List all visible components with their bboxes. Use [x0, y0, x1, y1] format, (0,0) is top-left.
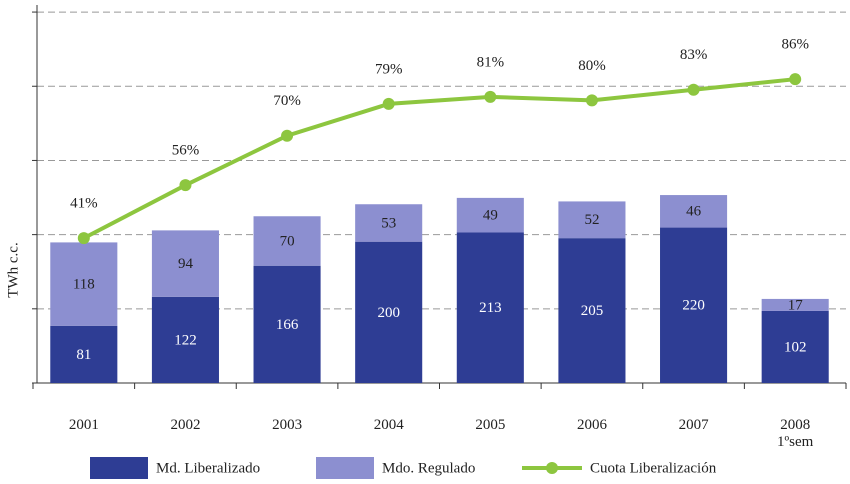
bar-label: 200	[377, 305, 400, 321]
bar-label: 213	[479, 300, 502, 316]
legend-label: Mdo. Regulado	[382, 460, 475, 476]
bar-label: 94	[178, 256, 194, 272]
bar-segment	[151, 296, 219, 383]
line-label: 70%	[273, 93, 301, 109]
bar-label: 53	[381, 215, 396, 231]
bar-label: 118	[73, 277, 95, 293]
x-tick-label-line: 2004	[374, 417, 405, 433]
x-tick-label-line: 2002	[170, 417, 200, 433]
bar-label: 205	[581, 303, 604, 319]
bar-segment	[761, 310, 829, 383]
line-point	[789, 73, 802, 86]
bar-segment	[456, 197, 524, 233]
bar-segment	[558, 201, 626, 239]
x-tick-label: 2004	[374, 417, 405, 433]
line-label: 56%	[172, 143, 200, 159]
x-tick-label-line: 1ºsem	[777, 434, 814, 450]
line-point	[179, 179, 192, 192]
bar-segment	[151, 230, 219, 297]
line-label: 81%	[477, 54, 505, 70]
bar-segment	[456, 232, 524, 383]
bar-label: 166	[276, 317, 299, 333]
x-tick-label-line: 2005	[475, 417, 505, 433]
x-tick-label-line: 2006	[577, 417, 608, 433]
line-point	[382, 97, 395, 110]
bar-label: 102	[784, 339, 807, 355]
y-axis-label: TWh c.c.	[5, 242, 21, 297]
legend-dot	[546, 462, 558, 474]
line-point	[585, 94, 598, 107]
bar-segment	[355, 241, 423, 383]
line-label: 83%	[680, 47, 708, 63]
legend-swatch	[316, 457, 374, 479]
x-tick-label: 2005	[475, 417, 505, 433]
bar-label: 70	[280, 233, 295, 249]
x-tick-label-line: 2003	[272, 417, 302, 433]
bar-segment	[660, 227, 728, 383]
bar-label: 46	[686, 204, 702, 220]
bar-segment	[761, 298, 829, 311]
x-tick-label: 2006	[577, 417, 608, 433]
bar-segment	[558, 238, 626, 383]
bar-segment	[50, 325, 118, 383]
bar-label: 49	[483, 208, 498, 224]
line-point	[281, 129, 294, 142]
x-tick-label: 2002	[170, 417, 200, 433]
x-tick-label: 2008 1ºsem	[777, 417, 814, 450]
bar-label: 17	[788, 297, 804, 313]
line-point	[77, 232, 90, 245]
line-label: 41%	[70, 196, 98, 212]
legend-label: Cuota Liberalización	[590, 460, 717, 476]
x-tick-label: 2003	[272, 417, 302, 433]
x-tick-label-line: 2007	[679, 417, 710, 433]
line-label: 86%	[781, 37, 809, 53]
legend-swatch	[90, 457, 148, 479]
legend-label: Md. Liberalizado	[156, 460, 260, 476]
line-point	[484, 90, 497, 103]
bar-label: 81	[76, 347, 91, 363]
bar-segment	[660, 195, 728, 228]
x-tick-label: 2007	[679, 417, 710, 433]
line-point	[687, 83, 700, 96]
line	[82, 77, 796, 240]
line-label: 80%	[578, 58, 606, 74]
bar-segment	[355, 204, 423, 242]
bar-segment	[253, 216, 321, 266]
bar-label: 220	[682, 298, 705, 314]
x-tick-label-line: 2008	[780, 417, 810, 433]
bar-label: 52	[584, 212, 599, 228]
bar-segment	[50, 242, 118, 326]
line-label: 79%	[375, 61, 403, 77]
bar-segment	[253, 265, 321, 383]
x-tick-label-line: 2001	[69, 417, 99, 433]
bar-label: 122	[174, 332, 197, 348]
x-tick-label: 2001	[69, 417, 99, 433]
